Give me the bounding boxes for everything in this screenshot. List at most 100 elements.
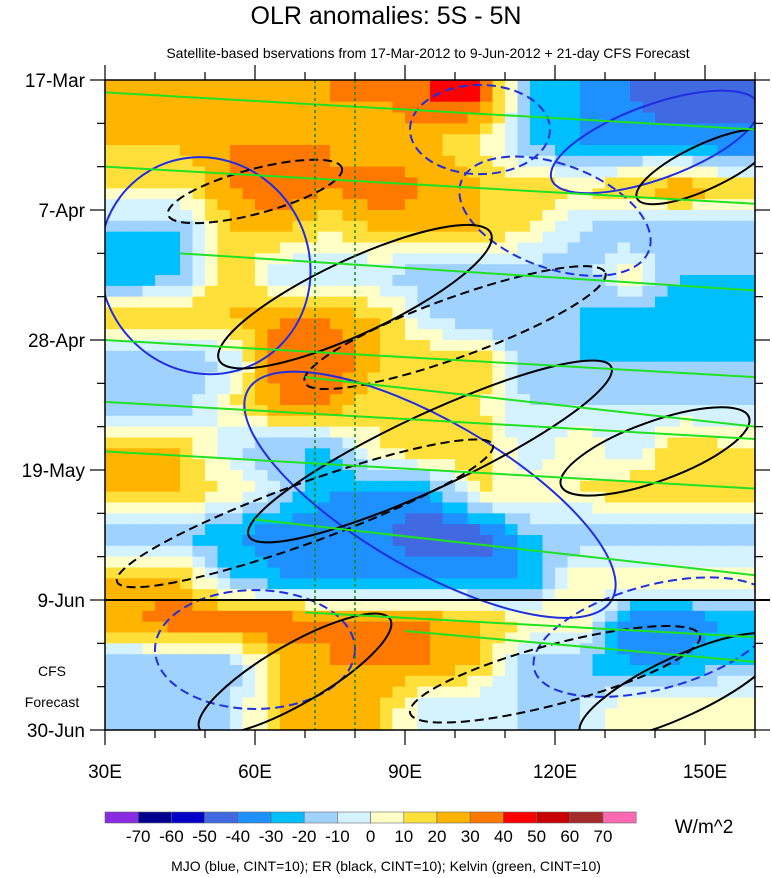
heatmap-cell — [255, 448, 269, 460]
heatmap-cell — [742, 665, 756, 677]
heatmap-cell — [167, 524, 181, 536]
heatmap-cell — [292, 502, 306, 514]
heatmap-cell — [530, 350, 544, 363]
heatmap-cell — [555, 513, 569, 525]
heatmap-cell — [380, 199, 394, 211]
heatmap-cell — [355, 589, 369, 601]
heatmap-cell — [392, 437, 406, 449]
heatmap-cell — [480, 199, 494, 211]
heatmap-cell — [480, 610, 494, 623]
heatmap-cell — [130, 134, 144, 146]
heatmap-cell — [305, 101, 319, 114]
heatmap-cell — [617, 166, 631, 179]
heatmap-cell — [105, 285, 119, 298]
heatmap-cell — [592, 654, 606, 666]
heatmap-cell — [480, 145, 494, 157]
heatmap-cell — [655, 329, 669, 341]
heatmap-cell — [205, 491, 219, 504]
heatmap-cell — [167, 145, 181, 157]
heatmap-cell — [255, 502, 269, 514]
heatmap-cell — [542, 437, 556, 449]
heatmap-cell — [705, 112, 719, 124]
heatmap-cell — [530, 372, 544, 384]
heatmap-cell — [505, 459, 519, 471]
heatmap-cell — [605, 610, 619, 623]
heatmap-cell — [605, 437, 619, 449]
heatmap-cell — [267, 556, 281, 569]
heatmap-cell — [492, 610, 506, 623]
heatmap-cell — [705, 600, 719, 612]
heatmap-cell — [430, 112, 444, 124]
heatmap-cell — [355, 708, 369, 720]
heatmap-cell — [317, 675, 331, 688]
heatmap-cell — [255, 188, 269, 200]
heatmap-cell — [642, 437, 656, 449]
heatmap-cell — [330, 307, 344, 319]
heatmap-cell — [555, 643, 569, 655]
heatmap-cell — [667, 177, 681, 189]
heatmap-cell — [630, 697, 644, 709]
heatmap-cell — [642, 589, 656, 601]
heatmap-cell — [267, 307, 281, 319]
heatmap-cell — [605, 231, 619, 244]
heatmap-cell — [242, 491, 256, 504]
heatmap-cell — [305, 285, 319, 298]
heatmap-cell — [730, 459, 744, 471]
heatmap-cell — [130, 524, 144, 536]
heatmap-cell — [105, 513, 119, 525]
heatmap-cell — [342, 329, 356, 341]
heatmap-cell — [417, 437, 431, 449]
heatmap-cell — [642, 610, 656, 623]
heatmap-cell — [217, 686, 231, 699]
heatmap-cell — [580, 502, 594, 514]
heatmap-cell — [317, 513, 331, 525]
heatmap-cell — [492, 340, 506, 352]
heatmap-cell — [717, 513, 731, 525]
heatmap-cell — [330, 296, 344, 309]
heatmap-cell — [730, 155, 744, 168]
heatmap-cell — [430, 610, 444, 623]
heatmap-cell — [705, 448, 719, 460]
heatmap-cell — [192, 415, 206, 428]
heatmap-cell — [217, 188, 231, 200]
heatmap-cell — [442, 329, 456, 341]
heatmap-cell — [742, 567, 756, 579]
heatmap-cell — [205, 350, 219, 363]
heatmap-cell — [430, 675, 444, 688]
heatmap-cell — [267, 285, 281, 298]
heatmap-cell — [680, 231, 694, 244]
heatmap-cell — [130, 610, 144, 623]
heatmap-cell — [642, 394, 656, 406]
heatmap-cell — [267, 610, 281, 623]
heatmap-cell — [217, 459, 231, 471]
heatmap-cell — [192, 231, 206, 244]
heatmap-cell — [680, 329, 694, 341]
heatmap-cell — [617, 340, 631, 352]
heatmap-cell — [105, 448, 119, 460]
heatmap-cell — [692, 80, 706, 92]
heatmap-cell — [730, 600, 744, 612]
heatmap-cell — [742, 90, 756, 103]
heatmap-cell — [742, 210, 756, 222]
heatmap-cell — [205, 426, 219, 439]
heatmap-cell — [355, 166, 369, 179]
heatmap-cell — [330, 285, 344, 298]
heatmap-cell — [542, 242, 556, 254]
heatmap-cell — [142, 296, 156, 309]
heatmap-cell — [455, 621, 469, 634]
heatmap-cell — [705, 535, 719, 547]
heatmap-cell — [192, 600, 206, 612]
heatmap-cell — [305, 470, 319, 482]
heatmap-cell — [392, 275, 406, 287]
heatmap-cell — [680, 643, 694, 655]
heatmap-cell — [105, 264, 119, 276]
heatmap-cell — [217, 199, 231, 211]
heatmap-cell — [280, 242, 294, 254]
er-contour — [635, 128, 755, 206]
heatmap-cell — [355, 448, 369, 460]
heatmap-cell — [167, 296, 181, 309]
heatmap-cell — [330, 394, 344, 406]
heatmap-cell — [180, 632, 194, 644]
heatmap-cell — [530, 296, 544, 309]
heatmap-cell — [130, 307, 144, 319]
